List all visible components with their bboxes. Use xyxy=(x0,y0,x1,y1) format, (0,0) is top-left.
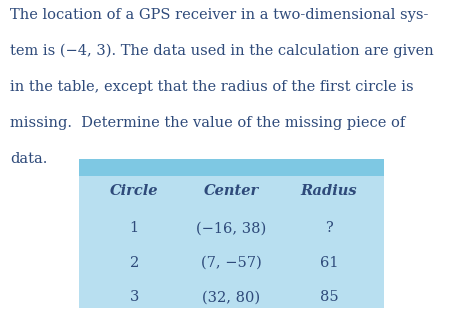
FancyBboxPatch shape xyxy=(79,159,384,176)
Text: ?: ? xyxy=(325,221,333,236)
Text: 1: 1 xyxy=(130,221,139,236)
Text: tem is (−4, 3). The data used in the calculation are given: tem is (−4, 3). The data used in the cal… xyxy=(10,44,434,58)
Text: (−16, 38): (−16, 38) xyxy=(197,221,266,236)
Text: 61: 61 xyxy=(320,256,338,270)
Text: 85: 85 xyxy=(320,290,338,305)
Text: (32, 80): (32, 80) xyxy=(202,290,261,305)
Text: missing.  Determine the value of the missing piece of: missing. Determine the value of the miss… xyxy=(10,116,405,130)
Text: Circle: Circle xyxy=(110,184,158,198)
Text: in the table, except that the radius of the first circle is: in the table, except that the radius of … xyxy=(10,80,414,94)
Text: data.: data. xyxy=(10,152,47,166)
Text: (7, −57): (7, −57) xyxy=(201,256,262,270)
Text: 2: 2 xyxy=(129,256,139,270)
Text: Center: Center xyxy=(204,184,259,198)
Text: Radius: Radius xyxy=(301,184,357,198)
FancyBboxPatch shape xyxy=(79,159,384,308)
Text: 3: 3 xyxy=(129,290,139,305)
Text: The location of a GPS receiver in a two-dimensional sys-: The location of a GPS receiver in a two-… xyxy=(10,8,429,22)
